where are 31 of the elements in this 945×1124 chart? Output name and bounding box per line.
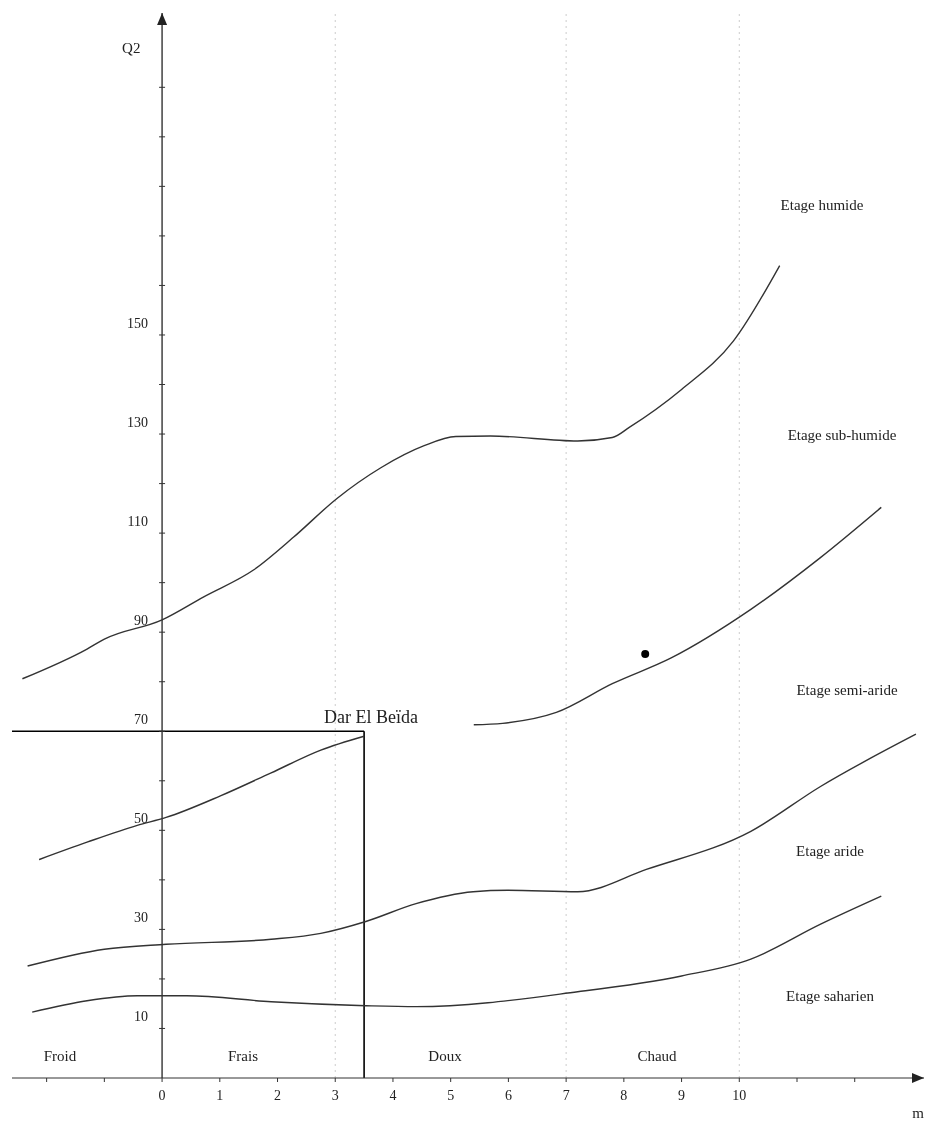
x-tick-label: 1 xyxy=(216,1088,224,1103)
annotation: Etage sub-humide xyxy=(787,427,897,444)
annotation: Dar El Beïda xyxy=(324,707,419,728)
y-tick-label: 10 xyxy=(134,1009,149,1025)
y-tick-label: 50 xyxy=(134,811,149,827)
y-tick-label: 130 xyxy=(127,415,149,431)
x-tick-label: 4 xyxy=(389,1088,397,1103)
y-axis-title: Q2 xyxy=(122,40,141,56)
annotation: Etage aride xyxy=(796,843,865,860)
annotation: Doux xyxy=(428,1048,463,1065)
x-tick-label: 8 xyxy=(620,1088,628,1103)
y-tick-label: 70 xyxy=(134,712,149,728)
y-tick-label: 110 xyxy=(127,514,149,530)
x-axis-title: m xyxy=(912,1105,925,1121)
annotation: Etage saharien xyxy=(786,988,875,1005)
x-tick-label: 3 xyxy=(331,1088,339,1103)
x-tick-label: 10 xyxy=(732,1088,747,1103)
x-tick-label: 0 xyxy=(158,1088,166,1103)
y-tick-label: 30 xyxy=(134,910,149,926)
x-tick-label: 6 xyxy=(504,1088,512,1103)
y-tick-label: 150 xyxy=(127,315,149,331)
annotation: Etage humide xyxy=(780,197,864,214)
x-tick-label: 7 xyxy=(562,1088,570,1103)
x-tick-label: 2 xyxy=(274,1088,282,1103)
y-tick-label: 90 xyxy=(134,613,149,629)
annotation: Frais xyxy=(228,1048,259,1065)
annotation: Chaud xyxy=(637,1048,678,1065)
annotation: Froid xyxy=(43,1048,77,1065)
x-tick-label: 5 xyxy=(447,1088,455,1103)
x-tick-label: 9 xyxy=(678,1088,686,1103)
annotation: Etage semi-aride xyxy=(796,682,898,699)
